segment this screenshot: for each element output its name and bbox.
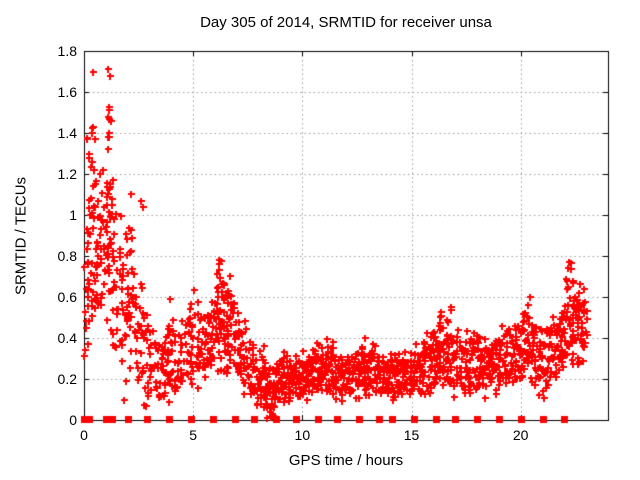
y-tick-label: 1.4 <box>57 125 77 141</box>
x-tick-label: 15 <box>403 427 420 443</box>
x-tick-label: 5 <box>189 427 198 443</box>
x-axis-label: GPS time / hours <box>288 452 404 469</box>
x-tick-label: 20 <box>512 427 529 443</box>
x-tick-labels: 0 5 10 15 20 <box>0 427 640 447</box>
y-tick-label: 0.2 <box>57 371 77 387</box>
y-tick-label: 0.8 <box>57 248 77 264</box>
y-tick-label: 1.8 <box>57 43 77 59</box>
x-tick-label: 10 <box>294 427 311 443</box>
y-tick-label: 1.6 <box>57 84 77 100</box>
chart-title: Day 305 of 2014, SRMTID for receiver uns… <box>200 14 492 31</box>
y-tick-label: 1 <box>69 207 77 223</box>
y-tick-labels: 0 0.2 0.4 0.6 0.8 1 1.2 1.4 1.6 1.8 <box>0 0 77 480</box>
y-tick-label: 1.2 <box>57 166 77 182</box>
y-tick-label: 0.4 <box>57 330 77 346</box>
y-tick-label: 0.6 <box>57 289 77 305</box>
x-tick-label: 0 <box>80 427 88 443</box>
y-tick-label: 0 <box>69 412 77 428</box>
